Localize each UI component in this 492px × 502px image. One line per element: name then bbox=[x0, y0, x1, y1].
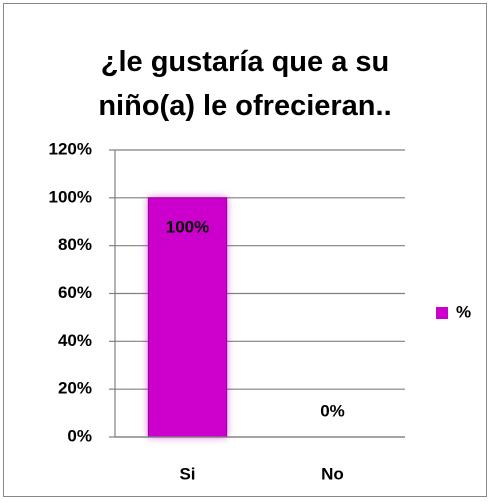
y-tick-label: 60% bbox=[58, 283, 92, 302]
x-tick-label: Si bbox=[179, 464, 195, 483]
y-tick-label: 20% bbox=[58, 379, 92, 398]
bar bbox=[147, 197, 228, 438]
y-tick-label: 100% bbox=[49, 187, 92, 206]
chart-title: ¿le gustaría que a su niño(a) le ofrecie… bbox=[98, 46, 392, 122]
x-tick-label: No bbox=[321, 464, 344, 483]
y-tick-label: 40% bbox=[58, 331, 92, 350]
y-tick-label: 120% bbox=[49, 139, 92, 158]
y-tick-label: 80% bbox=[58, 235, 92, 254]
y-tick-label: 0% bbox=[67, 426, 92, 445]
legend-marker bbox=[436, 307, 448, 319]
legend-label: % bbox=[456, 302, 471, 321]
chart-frame bbox=[3, 3, 487, 497]
data-label: 0% bbox=[320, 401, 345, 420]
data-label: 100% bbox=[166, 217, 209, 236]
